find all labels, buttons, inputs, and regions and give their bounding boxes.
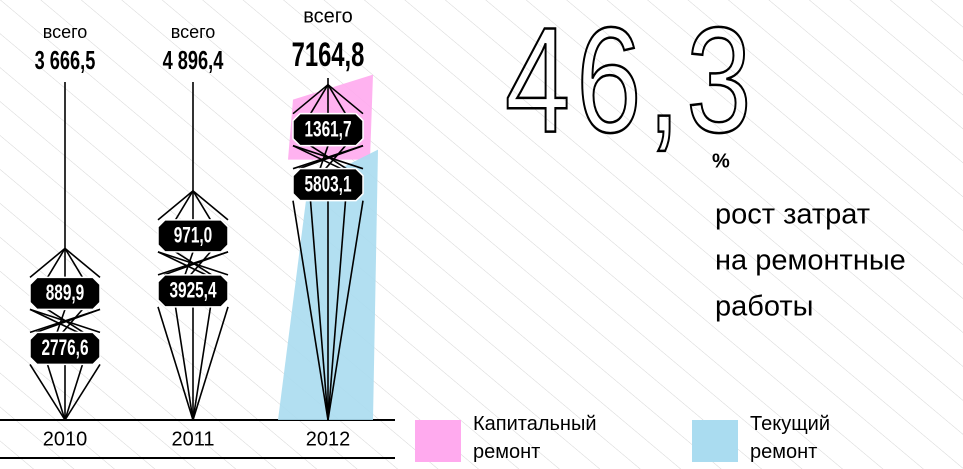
total-label: 7164,8 [292, 36, 365, 74]
legend-word: ремонт [473, 441, 540, 463]
growth-text: рост затрат [715, 199, 870, 231]
legend-word: Капитальный [473, 413, 597, 435]
legend-word: Текущий [750, 413, 830, 435]
growth-unit: % [712, 150, 730, 172]
value-label: 2776,6 [41, 337, 88, 361]
value-label: 971,0 [174, 224, 212, 248]
legend-word: ремонт [750, 441, 817, 463]
legend-swatch [415, 420, 461, 462]
total-caption: всего [171, 22, 216, 42]
value-label: 5803,1 [304, 173, 351, 197]
growth-text: работы [715, 291, 813, 323]
total-label: 4 896,4 [163, 46, 224, 75]
growth-value: 46,3 [505, 0, 758, 164]
total-label: 3 666,5 [35, 46, 96, 75]
x-tick-label: 2011 [171, 428, 214, 450]
total-caption: всего [43, 22, 88, 42]
hatch [0, 0, 963, 469]
chart: 2010 всего 3 666,5 889,9 2776,6 2011 всего 4 89… [0, 0, 963, 469]
x-tick-label: 2012 [306, 428, 351, 450]
value-label: 1361,7 [304, 118, 351, 142]
value-label: 3925,4 [169, 279, 216, 303]
growth-text: на ремонтные [715, 245, 906, 277]
total-caption: всего [303, 5, 353, 27]
x-tick-label: 2010 [43, 428, 88, 450]
legend-swatch [692, 420, 738, 462]
value-label: 889,9 [46, 282, 84, 306]
